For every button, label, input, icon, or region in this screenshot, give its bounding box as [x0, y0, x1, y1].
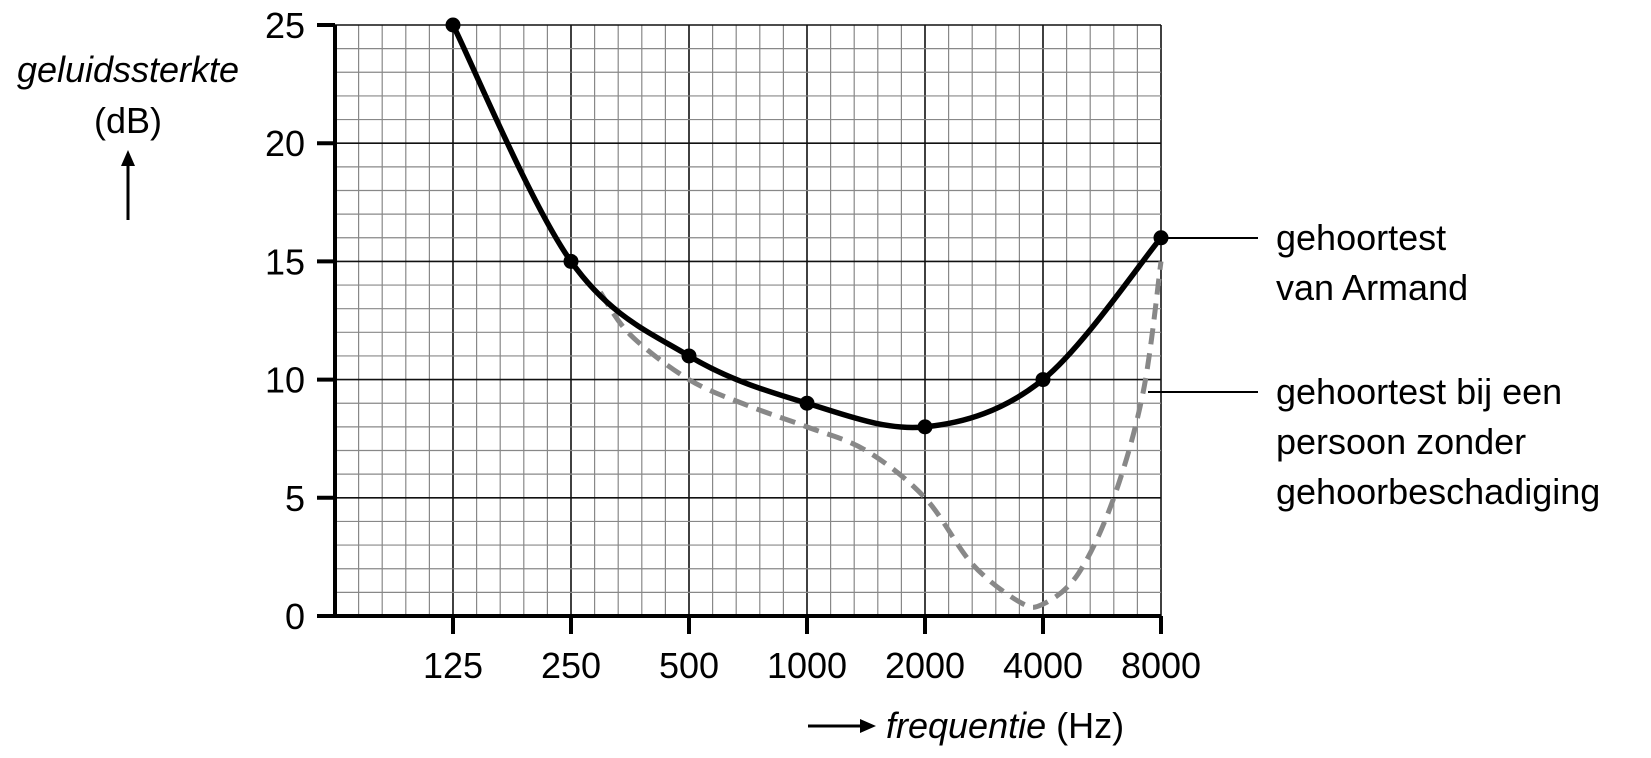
axes	[333, 25, 1161, 618]
x-tick-label: 125	[423, 645, 483, 686]
x-tick-label: 250	[541, 645, 601, 686]
legend-normal-line2: persoon zonder	[1276, 421, 1526, 462]
x-tick-labels: 125 250 500 1000 2000 4000 8000	[423, 616, 1201, 686]
x-tick-label: 500	[659, 645, 719, 686]
data-point-armand	[681, 348, 697, 364]
legend-normal: gehoortest bij een persoon zonder gehoor…	[1148, 371, 1600, 512]
grid	[335, 24, 1162, 616]
x-tick-label: 4000	[1003, 645, 1083, 686]
legend-normal-line1: gehoortest bij een	[1276, 371, 1562, 412]
y-axis-label: geluidssterkte	[17, 49, 239, 90]
x-tick-label: 2000	[885, 645, 965, 686]
x-axis-unit: (Hz)	[1056, 705, 1124, 746]
legend-armand-line1: gehoortest	[1276, 217, 1446, 258]
y-tick-labels: 0 5 10 15 20 25	[265, 5, 335, 637]
y-tick-label: 0	[285, 596, 305, 637]
x-arrow-icon	[808, 719, 876, 733]
series	[445, 17, 1169, 610]
data-point-armand	[1153, 230, 1169, 246]
y-tick-label: 10	[265, 360, 305, 401]
data-point-armand	[563, 253, 579, 269]
y-arrow-icon	[121, 150, 135, 220]
x-axis-label-group: frequentie (Hz)	[886, 705, 1124, 746]
data-point-armand	[1035, 372, 1051, 388]
y-tick-label: 15	[265, 241, 305, 282]
y-tick-label: 20	[265, 123, 305, 164]
data-point-armand	[799, 395, 815, 411]
data-point-armand	[917, 419, 933, 435]
legend-armand-line2: van Armand	[1276, 267, 1468, 308]
x-tick-label: 8000	[1121, 645, 1201, 686]
data-point-armand	[445, 17, 461, 33]
y-tick-label: 25	[265, 5, 305, 46]
legend-armand: gehoortest van Armand	[1163, 217, 1468, 308]
y-axis-unit: (dB)	[94, 100, 162, 141]
x-tick-label: 1000	[767, 645, 847, 686]
x-axis-label: frequentie	[886, 705, 1046, 746]
series-line-normal	[598, 261, 1164, 610]
y-tick-label: 5	[285, 478, 305, 519]
legend-normal-line3: gehoorbeschadiging	[1276, 471, 1600, 512]
